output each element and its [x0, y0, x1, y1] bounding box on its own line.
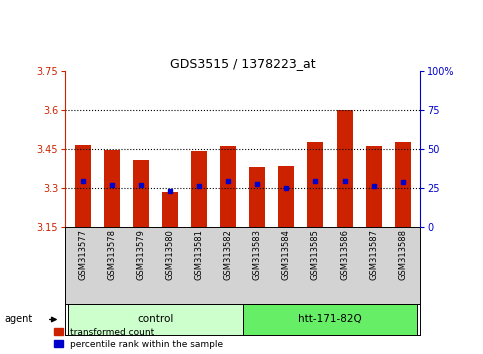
Bar — [395, 142, 411, 227]
Text: control: control — [137, 314, 173, 325]
Bar — [220, 146, 236, 227]
Bar — [278, 166, 294, 227]
Text: GSM313587: GSM313587 — [369, 229, 378, 280]
Text: GSM313581: GSM313581 — [195, 229, 203, 280]
Text: GSM313588: GSM313588 — [398, 229, 407, 280]
Title: GDS3515 / 1378223_at: GDS3515 / 1378223_at — [170, 57, 315, 70]
Bar — [249, 167, 265, 227]
Bar — [104, 150, 120, 227]
Bar — [337, 110, 353, 227]
Text: GSM313586: GSM313586 — [340, 229, 349, 280]
Text: agent: agent — [5, 314, 33, 325]
Text: GSM313577: GSM313577 — [78, 229, 87, 280]
Text: GSM313583: GSM313583 — [253, 229, 262, 280]
Text: GSM313580: GSM313580 — [166, 229, 174, 280]
Bar — [243, 304, 417, 335]
Bar — [308, 142, 324, 227]
Bar — [366, 146, 382, 227]
Text: GSM313582: GSM313582 — [224, 229, 233, 280]
Text: GSM313585: GSM313585 — [311, 229, 320, 280]
Text: GSM313578: GSM313578 — [107, 229, 116, 280]
Text: GSM313579: GSM313579 — [136, 229, 145, 280]
Bar — [162, 192, 178, 227]
Bar — [68, 304, 243, 335]
Bar — [75, 145, 91, 227]
Bar — [191, 151, 207, 227]
Text: htt-171-82Q: htt-171-82Q — [298, 314, 362, 325]
Bar — [133, 160, 149, 227]
Legend: transformed count, percentile rank within the sample: transformed count, percentile rank withi… — [53, 327, 224, 349]
Text: GSM313584: GSM313584 — [282, 229, 291, 280]
